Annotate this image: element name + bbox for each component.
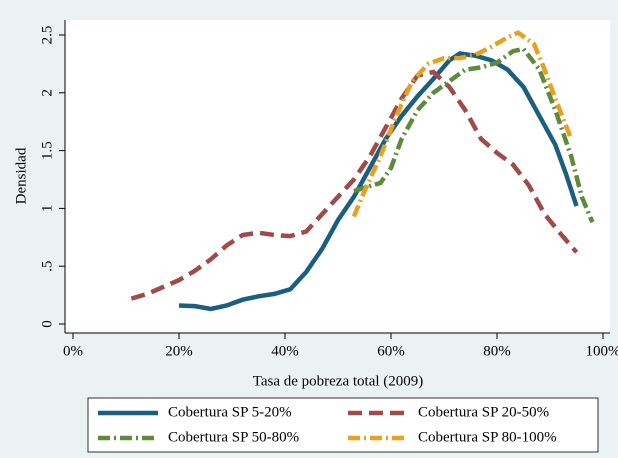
- legend: [87, 397, 599, 453]
- x-tick-label: 60%: [377, 343, 405, 359]
- y-tick-label: .5: [39, 261, 55, 272]
- series-line: [130, 69, 579, 301]
- legend-label: Cobertura SP 5-20%: [168, 404, 292, 420]
- x-tick-label: 20%: [165, 343, 193, 359]
- y-tick-label: 1: [39, 205, 55, 213]
- legend-label: Cobertura SP 50-80%: [168, 429, 299, 445]
- x-tick-label: 100%: [586, 343, 618, 359]
- x-tick-label: 40%: [271, 343, 299, 359]
- y-tick-label: 2.5: [39, 26, 55, 45]
- x-tick-label: 80%: [483, 343, 511, 359]
- y-tick-label: 0: [39, 320, 55, 328]
- series-line: [353, 46, 595, 224]
- legend-label: Cobertura SP 80-100%: [418, 429, 557, 445]
- plot-area: [65, 20, 610, 333]
- legend-label: Cobertura SP 20-50%: [418, 404, 549, 420]
- x-axis-title: Tasa de pobreza total (2009): [253, 373, 424, 389]
- y-tick-label: 2: [39, 89, 55, 97]
- x-tick-label: 0%: [63, 343, 83, 359]
- y-axis-title: Densidad: [13, 147, 29, 204]
- y-tick-label: 1.5: [39, 141, 55, 160]
